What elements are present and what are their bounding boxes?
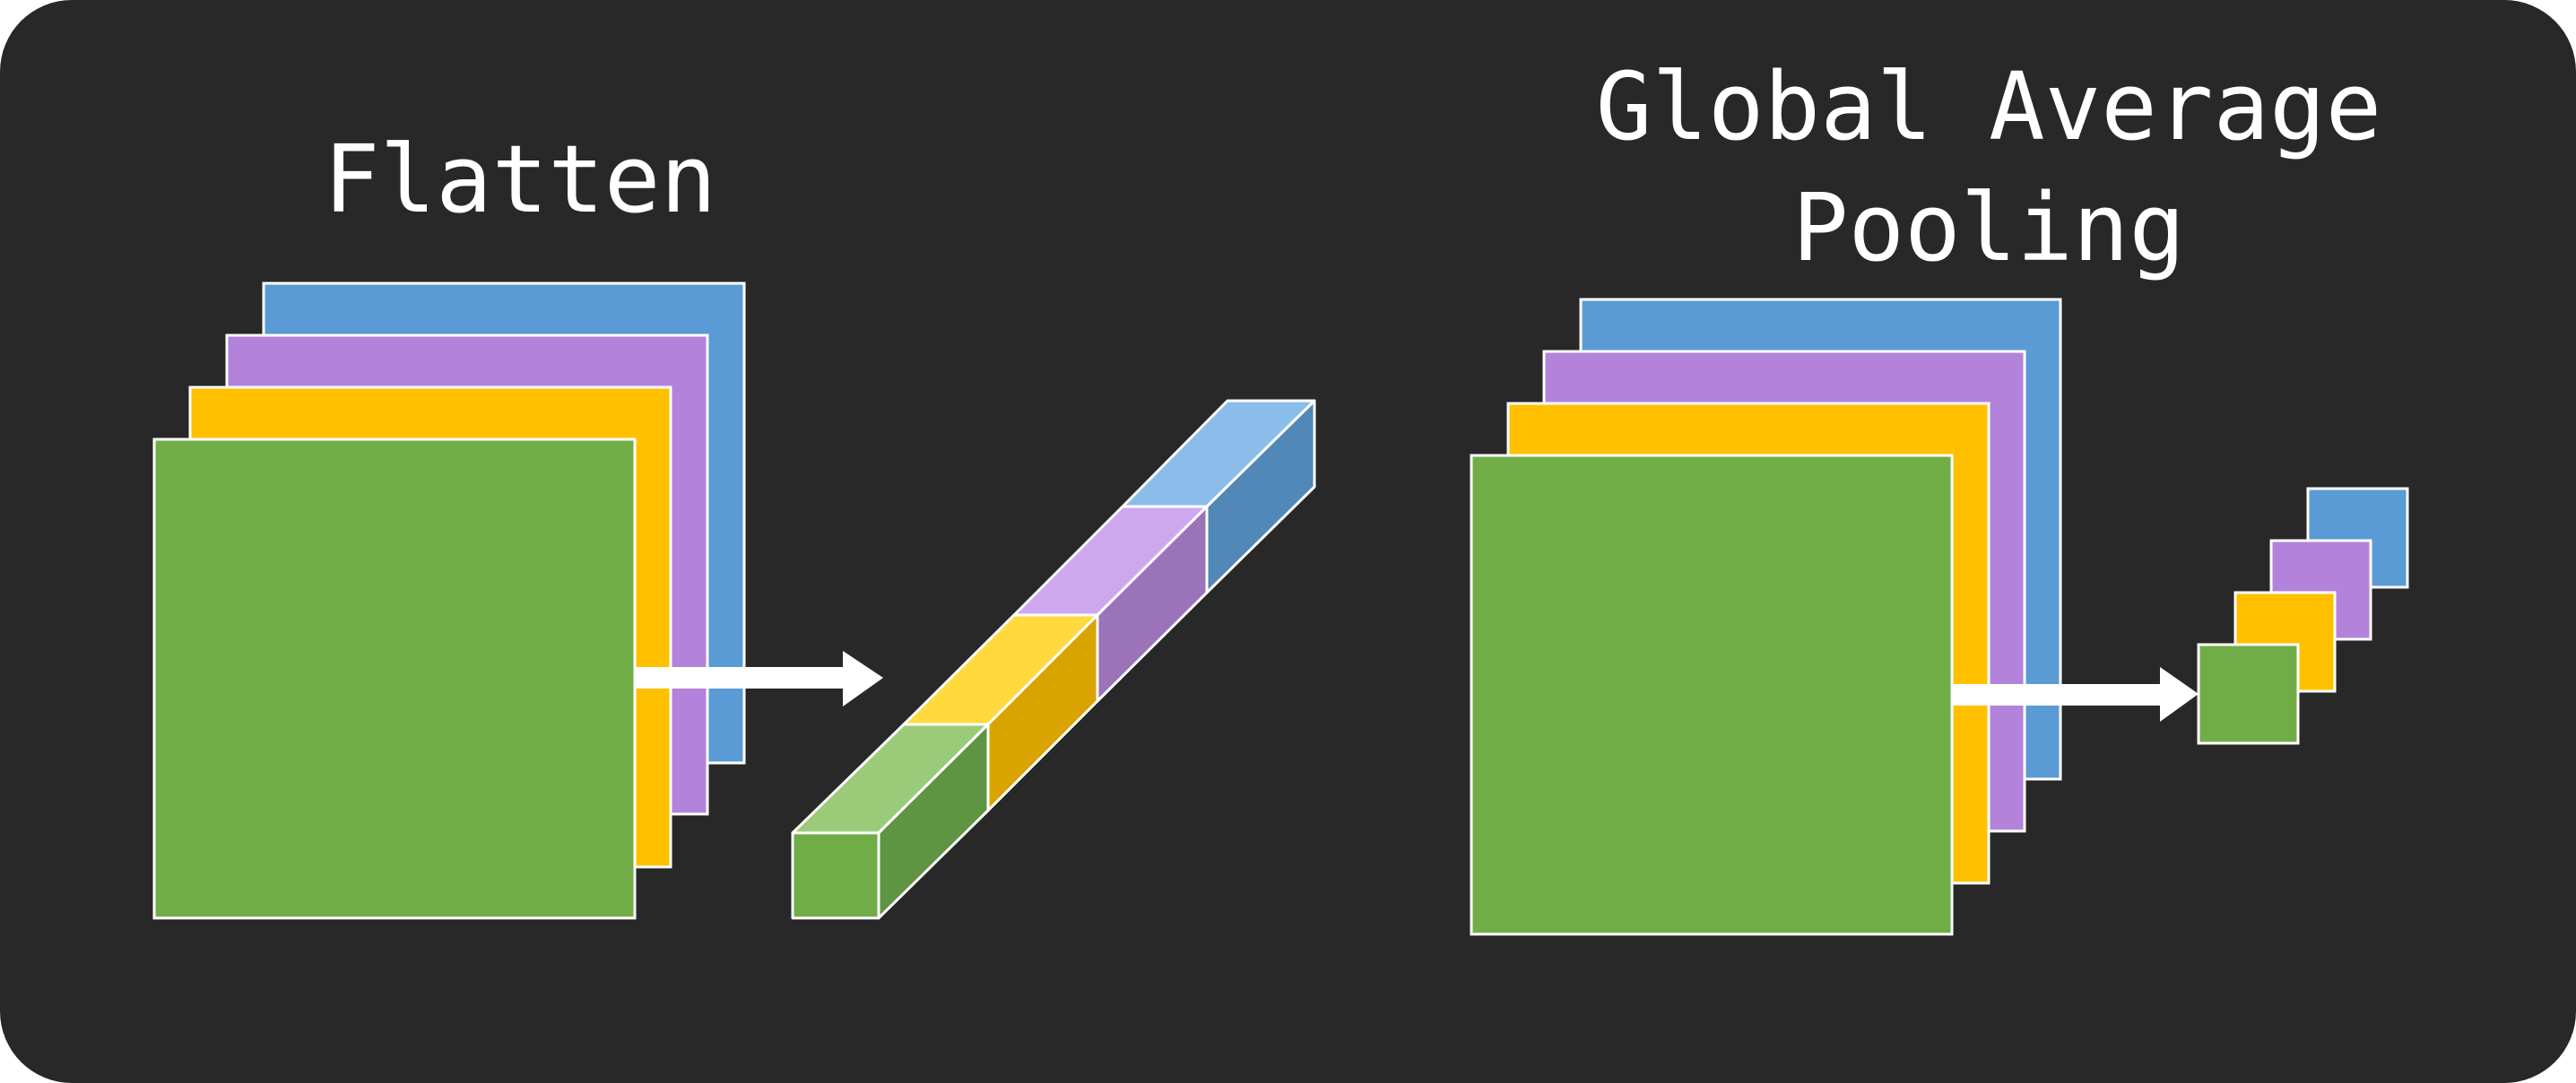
gap-title-line2: Pooling (1792, 173, 2185, 282)
gap-title-line1: Global Average (1596, 52, 2382, 161)
gap-feature-maps (1471, 299, 2060, 934)
gap-map-green (1471, 455, 1952, 934)
flatten-feature-maps (154, 283, 744, 918)
flatten-title: Flatten (324, 125, 716, 234)
pooled-green (2199, 645, 2298, 743)
flatten-map-green (154, 439, 635, 918)
